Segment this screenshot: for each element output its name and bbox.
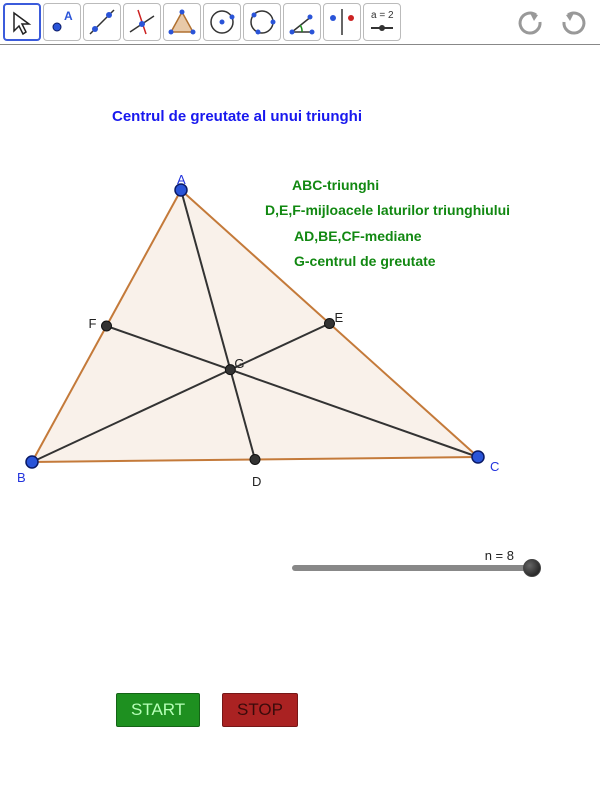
slider-track[interactable] (292, 565, 532, 571)
point-label-D: D (252, 474, 261, 489)
point-label-E: E (335, 310, 344, 325)
point-label-B: B (17, 470, 26, 485)
tool-point[interactable]: A (43, 3, 81, 41)
svg-text:A: A (64, 9, 73, 23)
point-label-G: G (234, 356, 244, 371)
tool-polygon[interactable] (163, 3, 201, 41)
redo-button[interactable] (557, 6, 589, 38)
slider-n[interactable]: n = 8 (292, 548, 532, 571)
tool-perpendicular[interactable] (123, 3, 161, 41)
tool-slider[interactable]: a = 2 (363, 3, 401, 41)
tool-angle[interactable] (283, 3, 321, 41)
tool-reflect[interactable] (323, 3, 361, 41)
start-button[interactable]: START (116, 693, 200, 727)
tool-move[interactable] (3, 3, 41, 41)
svg-text:a = 2: a = 2 (371, 10, 394, 21)
tool-line[interactable] (83, 3, 121, 41)
point-label-F: F (89, 316, 97, 331)
slider-label: n = 8 (485, 548, 514, 563)
slider-thumb[interactable] (523, 559, 541, 577)
tool-circle-center[interactable] (203, 3, 241, 41)
stop-button[interactable]: STOP (222, 693, 298, 727)
toolbar: A a = 2 (0, 0, 600, 45)
tool-circle-3pts[interactable] (243, 3, 281, 41)
undo-button[interactable] (515, 6, 547, 38)
point-label-C: C (490, 459, 499, 474)
point-label-A: A (177, 172, 186, 187)
